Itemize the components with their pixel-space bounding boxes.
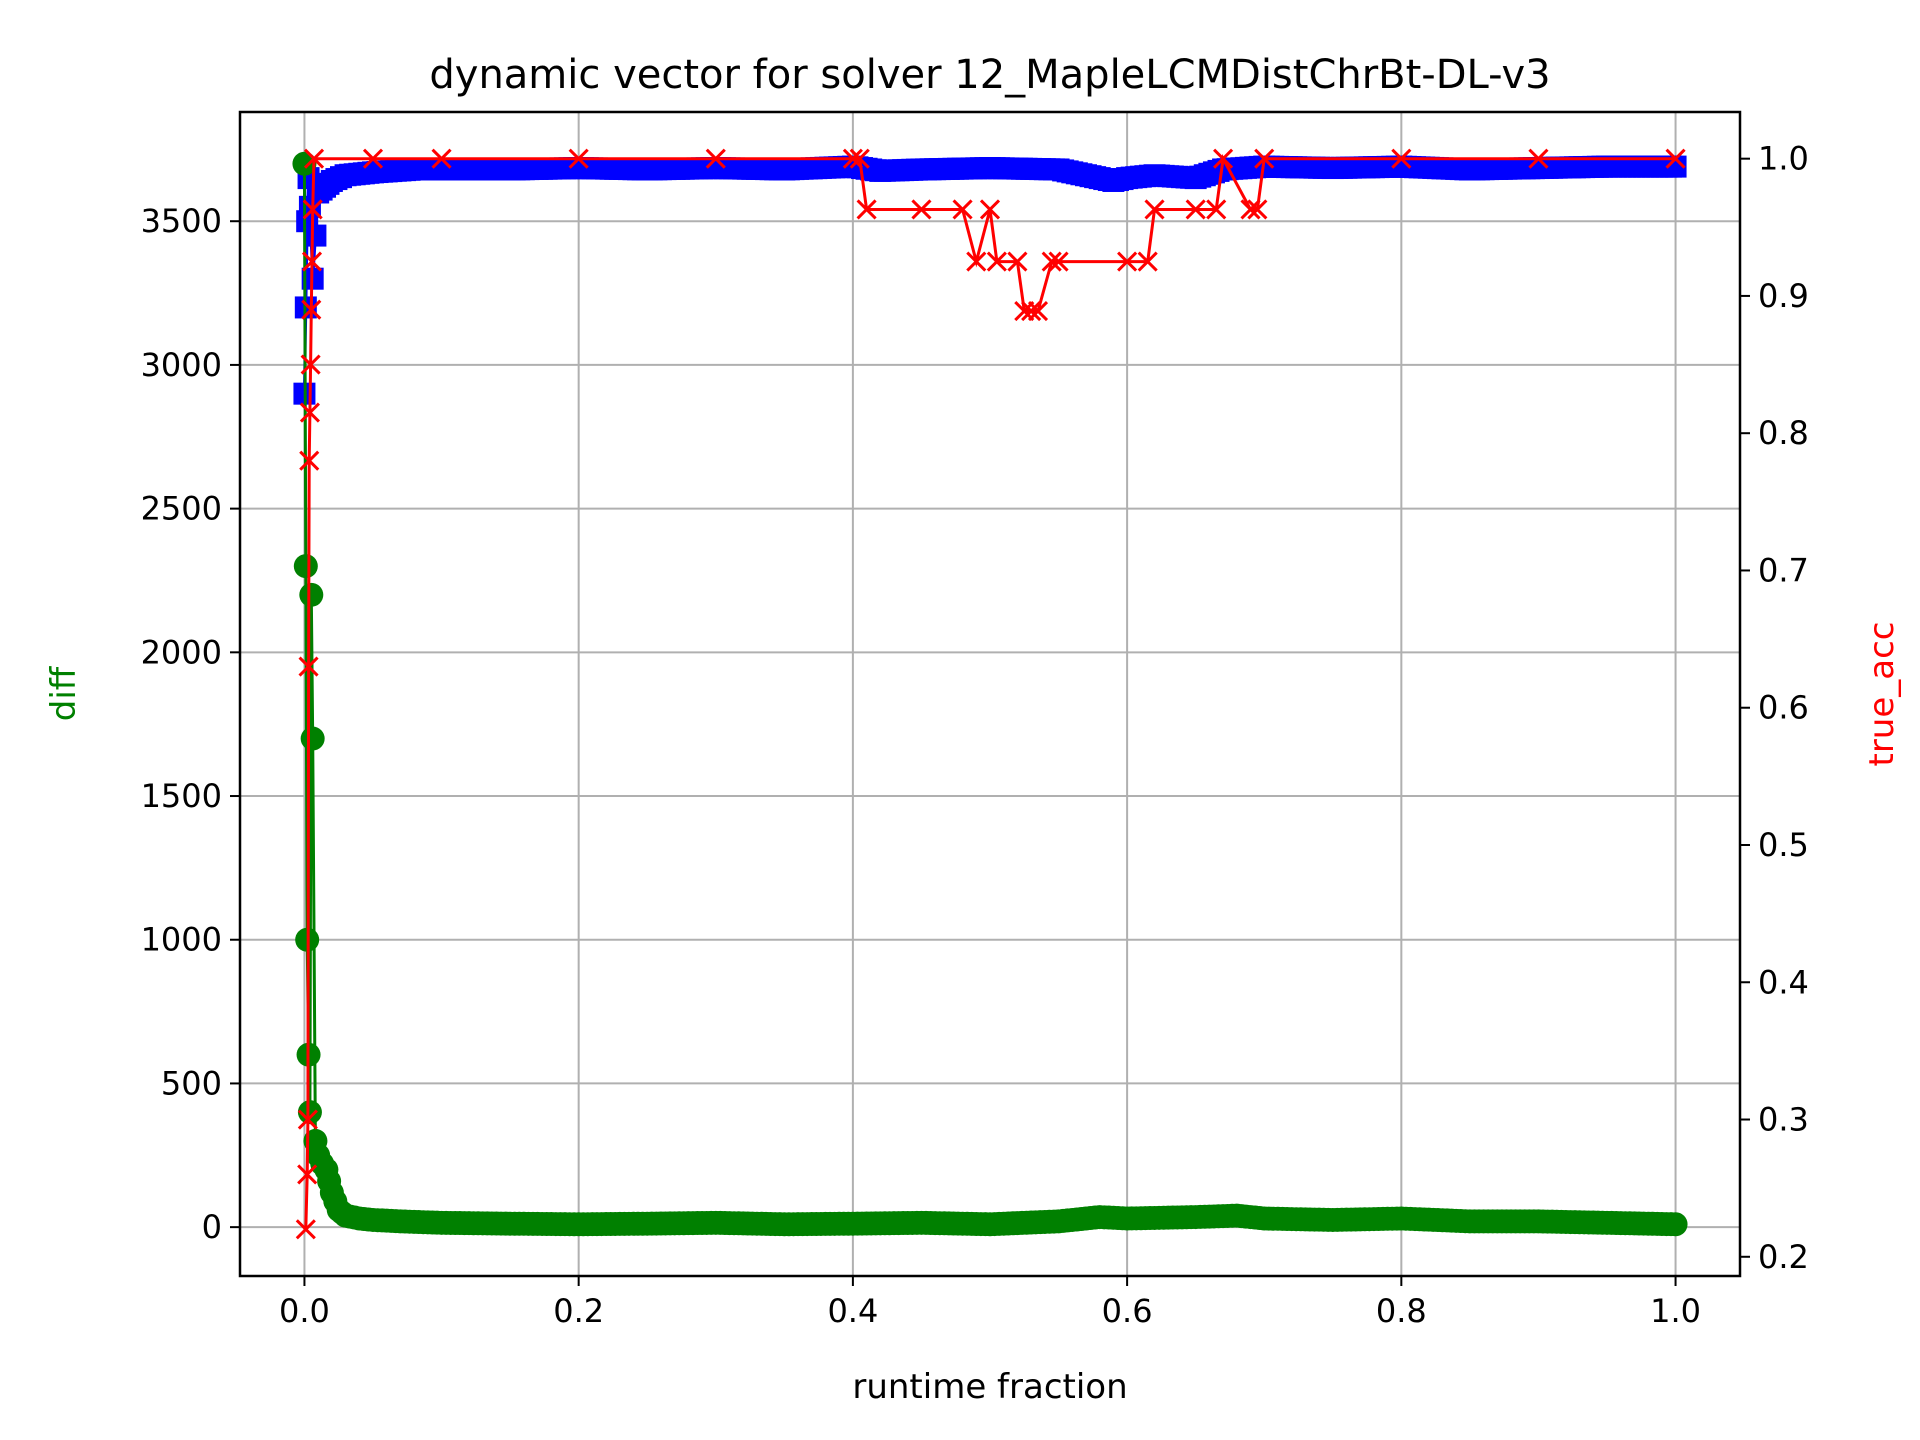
y-tick-label: 1000 [141,921,222,959]
data-point [297,1164,318,1185]
x-tick-label: 0.4 [827,1292,878,1330]
y-tick-label: 3500 [141,202,222,240]
data-point [302,199,323,220]
x-tick-label: 0.0 [279,1292,330,1330]
y-right-tick-label: 0.5 [1758,826,1809,864]
y-tick-label: 2500 [141,490,222,528]
data-point [304,224,327,247]
y-right-tick-label: 0.9 [1758,277,1809,315]
data-point [300,354,321,375]
data-point [1254,148,1275,169]
data-point [986,251,1007,272]
plot-frame [238,110,1742,1278]
data-point [1213,148,1234,169]
data-point [299,582,324,607]
data-point [952,199,973,220]
data-point [1048,251,1069,272]
data-point [298,656,319,677]
x-tick-label: 0.6 [1102,1292,1153,1330]
y-right-tick-label: 0.8 [1758,414,1809,452]
y-right-tick-label: 0.3 [1758,1101,1809,1139]
data-point [1240,199,1261,220]
data-point [299,450,320,471]
data-point [292,151,317,176]
data-point [297,1109,318,1130]
data-point [1021,300,1042,322]
data-point [1528,148,1549,169]
y-right-tick-label: 0.4 [1758,963,1809,1001]
data-point [295,1219,316,1240]
data-point [568,148,589,169]
data-point [1663,1212,1688,1237]
data-point [301,251,323,272]
y-tick-label: 1500 [141,777,222,815]
data-point [842,148,863,169]
data-point [1206,199,1227,220]
y-right-tick-label: 0.7 [1758,551,1809,589]
data-point [1185,199,1206,220]
y-tick-label: 3000 [141,346,222,384]
y-axis-left: 0 500 1000 1500 2000 2500 3000 3500 [141,202,240,1246]
grid [240,112,1740,1276]
data-point [297,1100,322,1125]
x-tick-label: 1.0 [1650,1292,1701,1330]
data-point [1041,251,1062,272]
y-axis-title-right: true_acc [1862,622,1902,767]
data-point [705,148,726,169]
chart-title: dynamic vector for solver 12_MapleLCMDis… [429,52,1550,98]
data-point [300,726,325,751]
data-point [1144,199,1165,220]
data-point [431,148,452,169]
data-point [362,148,384,169]
series-1 [292,151,1688,1237]
data-point [966,251,987,272]
data-point [856,199,877,220]
data-point [1137,251,1158,272]
y-axis-title-left: diff [44,665,84,721]
data-point [849,148,870,169]
y-tick-label: 0 [202,1208,222,1246]
y-axis-right: 0.2 0.3 0.4 0.5 0.6 0.7 0.8 0.9 1.0 [1740,140,1809,1276]
data-point [1664,155,1687,178]
data-point [911,199,932,220]
data-point [1027,300,1049,322]
x-axis-title: runtime fraction [852,1367,1127,1407]
data-point [293,554,318,579]
y-tick-label: 2000 [141,633,222,671]
data-point [301,299,322,320]
data-point [1247,199,1268,220]
data-point [1391,148,1412,169]
data-point [1117,251,1138,272]
y-right-tick-label: 0.2 [1758,1238,1809,1276]
x-tick-label: 0.2 [553,1292,604,1330]
data-point [1665,148,1686,169]
data-point [1007,251,1028,272]
x-tick-label: 0.8 [1376,1292,1427,1330]
data-point [299,402,320,423]
data-point [979,199,1001,220]
data-point [303,148,325,169]
y-right-tick-label: 0.6 [1758,689,1809,727]
series-2 [295,148,1686,1240]
y-tick-label: 500 [161,1064,222,1102]
x-axis: 0.0 0.2 0.4 0.6 0.8 1.0 [279,1276,1701,1330]
series-layer [292,148,1688,1240]
y-right-tick-label: 1.0 [1758,140,1809,178]
